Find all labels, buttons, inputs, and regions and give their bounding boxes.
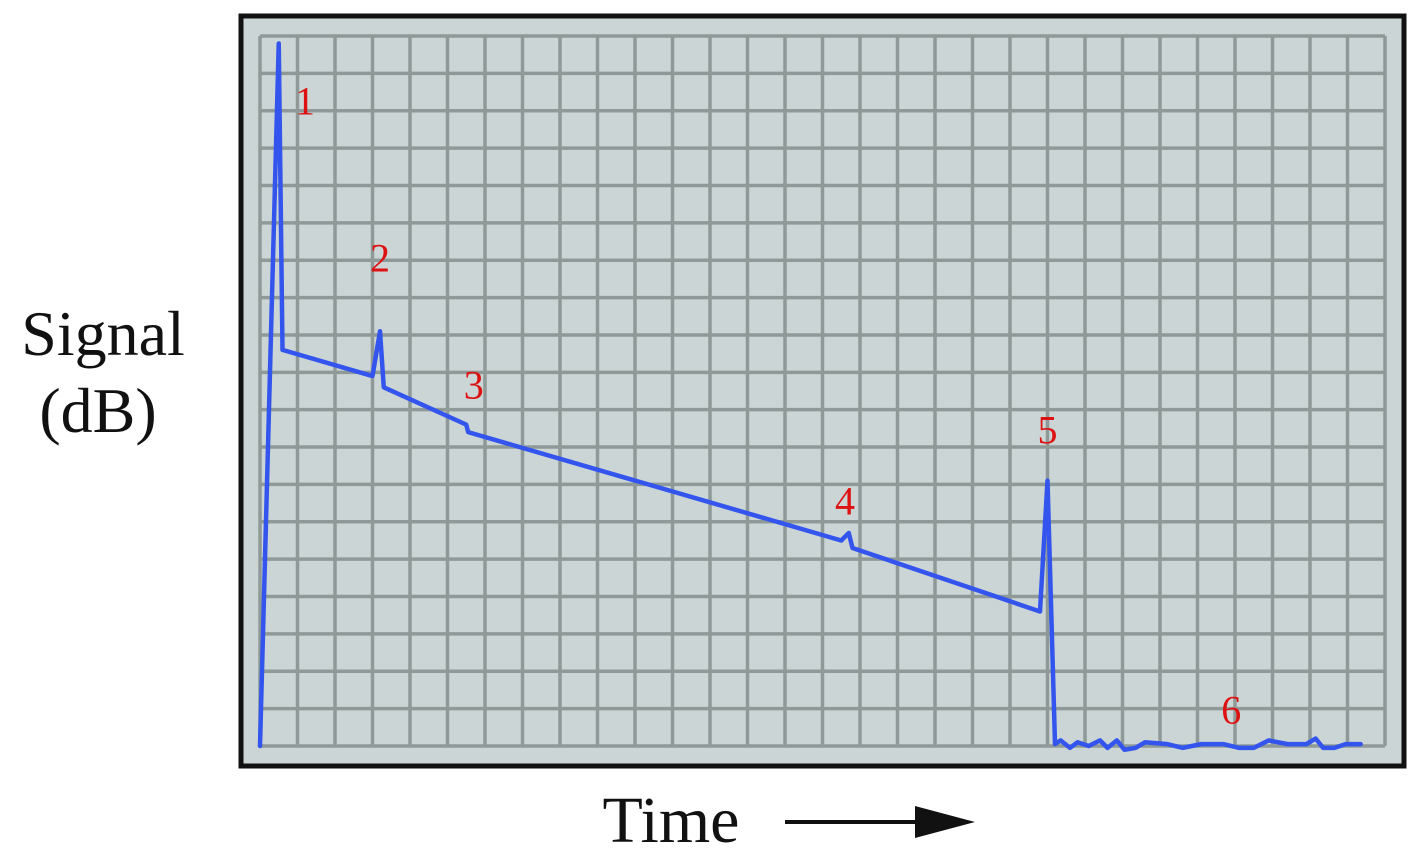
event-label-6: 6 (1221, 688, 1241, 733)
event-label-1: 1 (295, 78, 315, 123)
right-arrow-icon (785, 806, 975, 838)
signal-trace-line (257, 41, 1363, 752)
event-label-4: 4 (835, 478, 855, 523)
event-label-5: 5 (1038, 407, 1058, 452)
event-label-2: 2 (370, 235, 390, 280)
x-axis-label: Time (603, 784, 740, 857)
event-label-3: 3 (464, 362, 484, 407)
event-labels: 1 2 3 4 5 6 (295, 78, 1241, 732)
grid-lines (258, 34, 1387, 748)
y-axis-label-line1: Signal (21, 298, 185, 369)
y-axis-label-line2: (dB) (39, 375, 156, 446)
